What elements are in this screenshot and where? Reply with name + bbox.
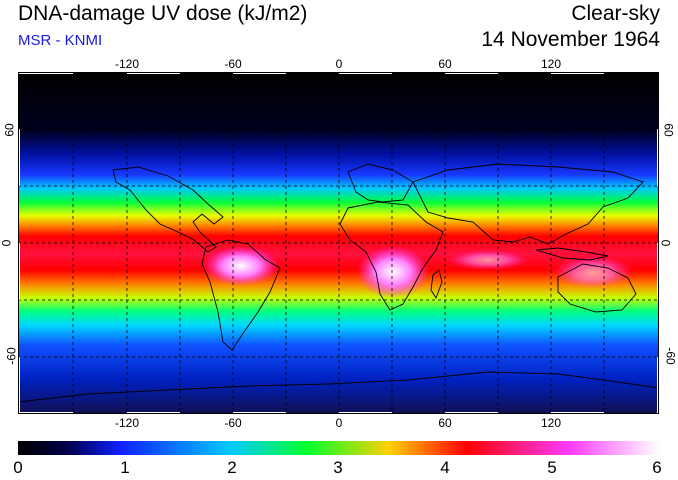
coast-madagascar <box>430 269 443 300</box>
lat-tick-right: 0 <box>658 239 673 247</box>
coast-europe <box>347 163 414 203</box>
map-frame <box>18 72 659 414</box>
lon-tick-top: -120 <box>114 57 140 71</box>
hotspot-south-america <box>203 246 279 286</box>
source-label: MSR - KNMI <box>18 32 103 49</box>
lon-tick-top: 60 <box>438 57 452 71</box>
coast-africa <box>339 201 444 311</box>
colorbar-label: 3 <box>333 458 343 477</box>
lon-tick-bottom: 120 <box>540 416 562 430</box>
colorbar <box>18 441 659 455</box>
coastlines <box>18 163 659 403</box>
condition-label: Clear-sky <box>571 2 660 25</box>
colorbar-label: 4 <box>440 458 450 477</box>
hotspot-indian-ocean <box>448 250 528 270</box>
date-label: 14 November 1964 <box>481 28 660 51</box>
lat-tick-left: -60 <box>4 347 19 365</box>
colorbar-label: 1 <box>120 458 130 477</box>
colorbar-gradient <box>18 441 659 455</box>
lat-tick-left: 60 <box>2 123 17 137</box>
lon-tick-bottom: -120 <box>114 416 140 430</box>
lon-tick-bottom: -60 <box>224 416 242 430</box>
coast-australia <box>557 263 637 313</box>
colorbar-label: 5 <box>547 458 557 477</box>
lon-tick-bottom: 0 <box>335 416 343 430</box>
lon-tick-top: 0 <box>335 57 343 71</box>
coast-antarctica <box>18 371 659 403</box>
graticule <box>18 72 659 414</box>
coast-north-america <box>112 166 224 253</box>
coast-south-america <box>201 239 281 351</box>
lon-tick-bottom: 60 <box>438 416 452 430</box>
lat-tick-left: 0 <box>0 239 14 247</box>
coast-indonesia <box>535 247 609 261</box>
uv-dose-map <box>18 72 659 414</box>
colorbar-label: 2 <box>227 458 237 477</box>
colorbar-label: 0 <box>13 458 23 477</box>
colorbar-label: 6 <box>652 458 662 477</box>
hotspot-australia <box>553 256 633 288</box>
lat-tick-right: -60 <box>663 347 678 365</box>
coast-asia <box>412 163 644 245</box>
title: DNA-damage UV dose (kJ/m2) <box>18 2 308 25</box>
hotspot-southern-africa <box>357 246 429 298</box>
lat-tick-right: 60 <box>661 123 676 137</box>
lon-tick-top: 120 <box>540 57 562 71</box>
lon-tick-top: -60 <box>224 57 242 71</box>
